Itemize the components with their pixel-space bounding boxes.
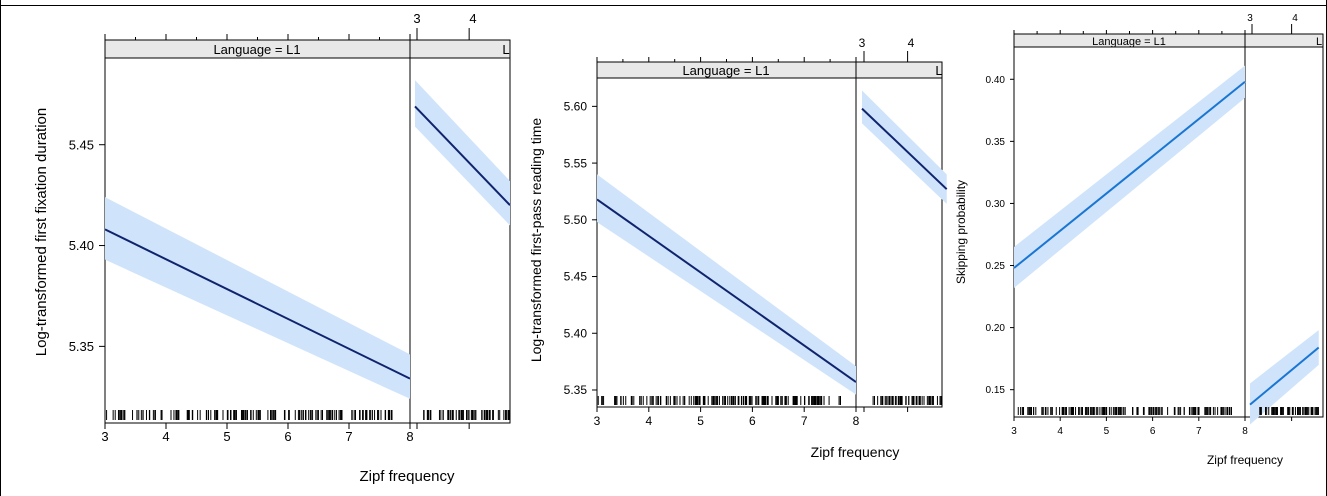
plot-area-right (1249, 24, 1320, 425)
plot-area-right (414, 28, 511, 429)
series-line-right (861, 107, 948, 190)
plot-area-left: 3 4 5 6 7 8 5.35 5.40 5.45 (69, 34, 414, 444)
series-line (104, 228, 411, 380)
strip-label-right: L (502, 42, 509, 57)
x-tick-label: 5 (223, 429, 230, 444)
top-tick-label-4: 4 (1292, 13, 1298, 24)
y-axis-title: Log-transformed first fixation duration (33, 108, 50, 356)
rug (106, 410, 393, 420)
x-tick-label: 4 (1057, 426, 1063, 437)
strip-label-left: Language = L1 (213, 42, 300, 57)
panel-skipping-probability: Language = L1 L 3 4 5 6 7 8 0.15 0.20 0.25 0.30 0.… (954, 13, 1324, 467)
y-tick-label: 5.45 (69, 137, 94, 152)
plot-area-right (861, 51, 948, 412)
y-tick-label: 5.55 (564, 156, 588, 170)
rug (1017, 407, 1232, 415)
panel-first-pass-reading-time: Language = L1 L 3 4 5 6 7 8 5.35 5.40 5.45 5.50 5.… (528, 36, 948, 460)
y-tick-label: 0.20 (986, 323, 1006, 334)
x-tick-label: 7 (801, 414, 808, 428)
confidence-band-right (415, 80, 510, 226)
plot-area-left: 3 4 5 6 7 8 5.35 5.40 5.45 5.50 5.55 5.60 (564, 57, 860, 428)
confidence-band (105, 197, 410, 399)
y-tick-label: 5.60 (564, 100, 588, 114)
y-tick-label: 0.25 (986, 261, 1006, 272)
plot-area-left: 3 4 5 6 7 8 0.15 0.20 0.25 0.30 0.35 0.40 (986, 30, 1248, 437)
strip-label-right: L (1316, 36, 1322, 48)
x-tick-label: 6 (749, 414, 756, 428)
y-tick-label: 5.40 (69, 238, 94, 253)
strip-label-right: L (935, 63, 942, 78)
strip: Language = L1 L (104, 39, 511, 59)
x-tick-label: 6 (1150, 426, 1156, 437)
top-tick-label-3: 3 (859, 36, 866, 50)
x-tick-label: 3 (1011, 426, 1017, 437)
x-tick-label: 7 (345, 429, 352, 444)
series-line (596, 198, 857, 383)
top-tick-label-3: 3 (413, 11, 420, 26)
x-tick-label: 6 (284, 429, 291, 444)
x-axis-title: Zipf frequency (359, 468, 455, 485)
panel-first-fixation-duration: Language = L1 L 3 4 5 6 7 8 5.35 5.40 5.45 3 4 L… (33, 11, 511, 485)
x-tick-label: 5 (1104, 426, 1110, 437)
x-tick-label: 5 (697, 414, 704, 428)
y-tick-label: 5.50 (564, 213, 588, 227)
rug-right (1259, 407, 1319, 415)
x-tick-label: 8 (1242, 426, 1248, 437)
strip-label-left: Language = L1 (1092, 36, 1166, 48)
x-tick-label: 8 (406, 429, 413, 444)
confidence-band-right (862, 90, 947, 204)
series-line-right (1249, 346, 1320, 406)
top-tick-label-4: 4 (469, 11, 476, 26)
confidence-band (597, 174, 856, 395)
y-tick-label: 0.35 (986, 137, 1006, 148)
x-tick-label: 4 (162, 429, 169, 444)
strip: Language = L1 L (1013, 33, 1324, 48)
y-axis-title: Log-transformed first-pass reading time (528, 118, 544, 363)
x-tick-label: 3 (594, 414, 601, 428)
y-tick-label: 5.40 (564, 326, 588, 340)
strip: Language = L1 L (596, 61, 943, 79)
series-line-right (414, 105, 511, 206)
x-tick-label: 8 (853, 414, 860, 428)
y-tick-label: 0.30 (986, 199, 1006, 210)
x-tick-label: 7 (1196, 426, 1202, 437)
series-line (1013, 80, 1246, 269)
x-tick-label: 3 (101, 429, 108, 444)
rug-right (423, 410, 511, 420)
rug-right (872, 396, 942, 405)
x-tick-label: 4 (645, 414, 652, 428)
y-tick-label: 0.15 (986, 385, 1006, 396)
strip-label-left: Language = L1 (682, 63, 769, 78)
y-axis-title: Skipping probability (954, 180, 968, 284)
y-tick-label: 5.35 (69, 339, 94, 354)
x-axis-title: Zipf frequency (811, 444, 900, 460)
y-tick-label: 5.35 (564, 383, 588, 397)
top-tick-label-3: 3 (1247, 13, 1253, 24)
y-tick-label: 5.45 (564, 270, 588, 284)
x-axis-title: Zipf frequency (1207, 453, 1283, 467)
confidence-band (1014, 65, 1245, 288)
rug (597, 396, 841, 405)
y-tick-label: 0.40 (986, 75, 1006, 86)
top-tick-label-4: 4 (908, 36, 915, 50)
